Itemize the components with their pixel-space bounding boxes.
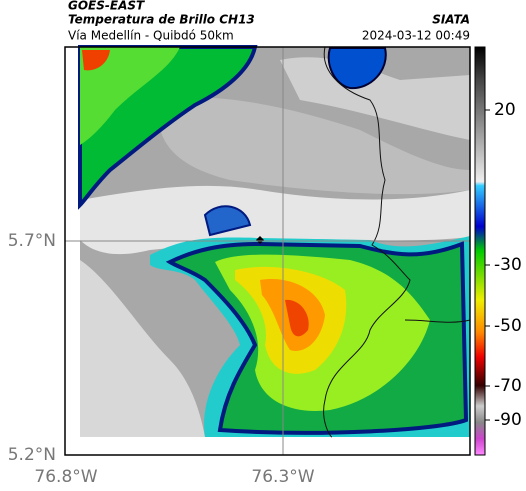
colorbar-tick-label: -70	[494, 376, 522, 396]
agency: SIATA	[432, 13, 470, 27]
subtitle: Vía Medellín - Quibdó 50km	[68, 29, 234, 43]
lat-label: 5.2°N	[8, 445, 56, 465]
lat-label: 5.7°N	[8, 231, 56, 251]
colorbar-tick-label: 20	[494, 100, 516, 120]
colorbar-tick-label: -30	[494, 255, 522, 275]
colorbar-ticks: 20 -30 -50 -70 -90	[485, 100, 522, 430]
lon-label: 76.8°W	[34, 467, 97, 487]
colorbar	[474, 46, 486, 456]
title: Temperatura de Brillo CH13	[68, 13, 255, 27]
colorbar-tick-label: -90	[494, 410, 522, 430]
datetime: 2024-03-12 00:49	[362, 29, 470, 43]
satellite-image	[65, 45, 471, 455]
colorbar-tick-label: -50	[494, 316, 522, 336]
source: GOES-EAST	[68, 0, 145, 13]
map-frame	[64, 46, 471, 456]
lon-label: 76.3°W	[251, 467, 314, 487]
